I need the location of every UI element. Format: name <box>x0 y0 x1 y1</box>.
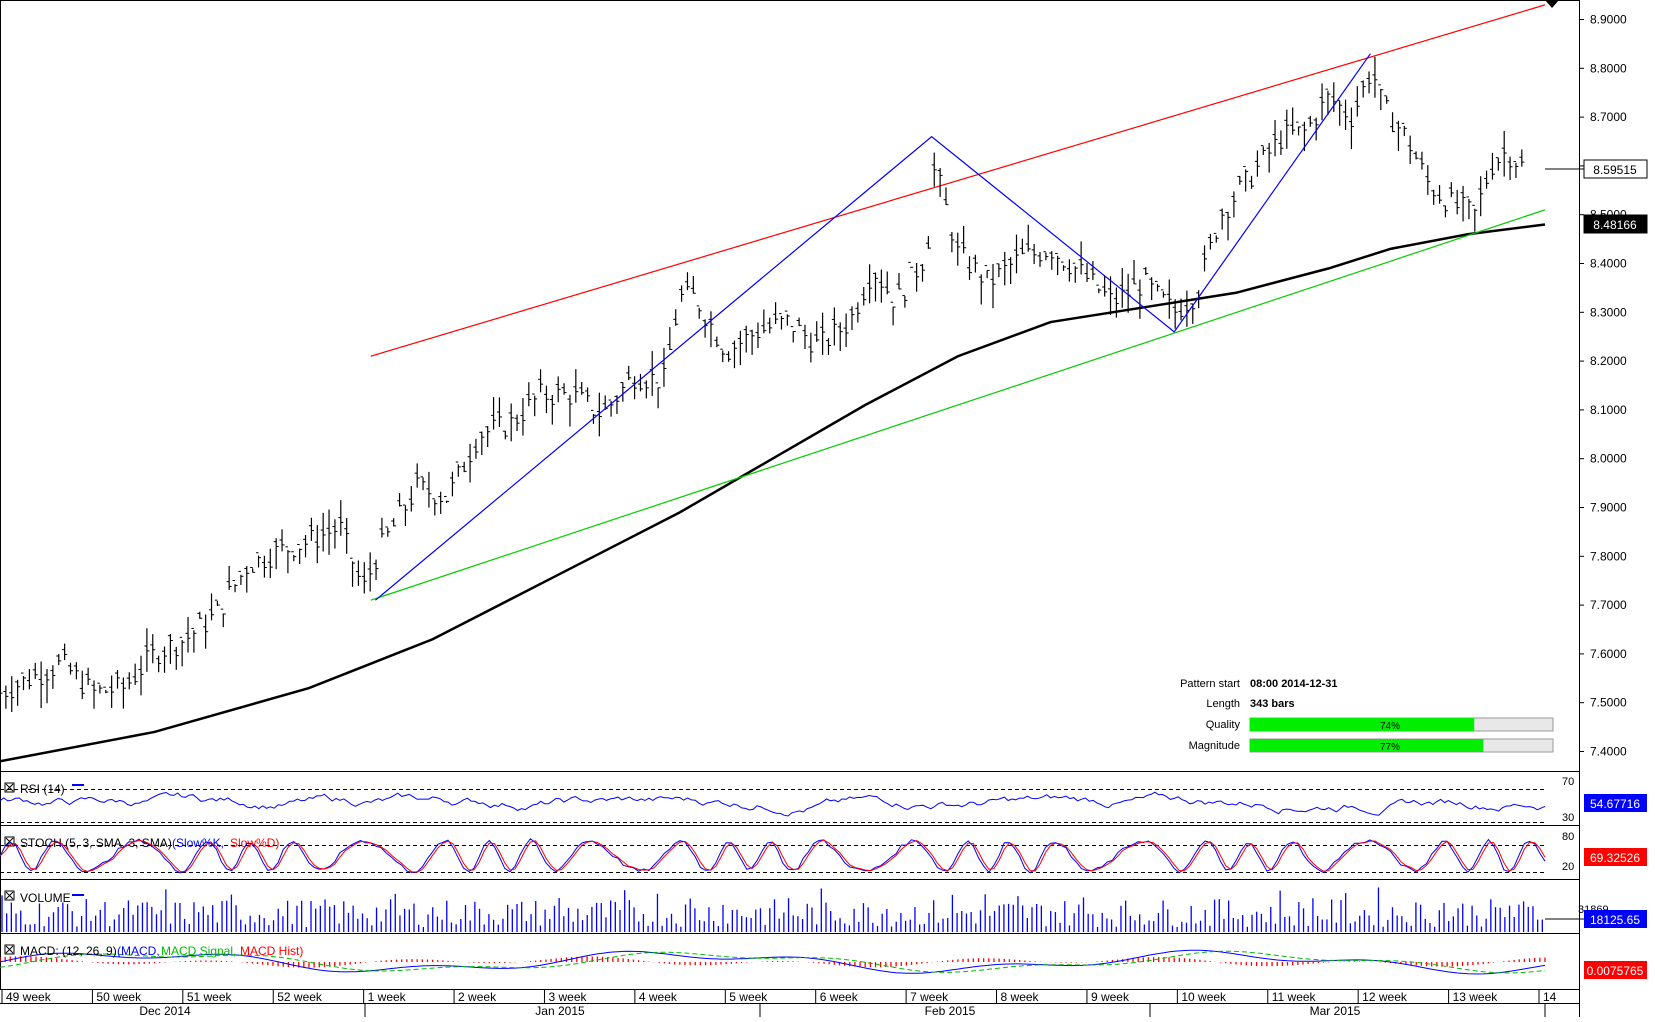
magnitude-value: 77% <box>1380 742 1400 753</box>
y-tick-label: 8.8000 <box>1590 61 1627 75</box>
y-tick-label: 8.2000 <box>1590 354 1627 368</box>
zigzag-pattern-line <box>375 53 1371 601</box>
macd-signal-line <box>0 950 1546 974</box>
macd-legend-hist: MACD Hist) <box>240 944 303 958</box>
support-line <box>370 209 1546 601</box>
y-tick-label: 7.9000 <box>1590 500 1627 514</box>
pattern-info: Pattern start 08:00 2014-12-31 Length 34… <box>1180 678 1554 753</box>
volume-title: VOLUME <box>20 891 71 905</box>
rsi-panel-frame <box>0 771 1580 826</box>
length-label: Length <box>1206 698 1240 710</box>
week-label: 9 week <box>1091 990 1130 1004</box>
magnitude-label: Magnitude <box>1189 740 1240 752</box>
y-tick-label: 8.3000 <box>1590 305 1627 319</box>
stoch-level-80: 80 <box>1562 831 1574 843</box>
length-value: 343 bars <box>1250 698 1295 710</box>
week-label: 4 week <box>639 990 678 1004</box>
quality-value: 74% <box>1380 721 1400 732</box>
y-tick-label: 8.0000 <box>1590 452 1627 466</box>
week-label: 3 week <box>548 990 587 1004</box>
month-label: Dec 2014 <box>139 1004 191 1017</box>
rsi-line <box>0 791 1546 817</box>
week-label: 1 week <box>368 990 407 1004</box>
price-bars <box>0 56 1525 713</box>
week-label: 6 week <box>820 990 859 1004</box>
macd-line <box>0 949 1546 975</box>
resistance-line <box>370 4 1546 357</box>
week-label: 50 week <box>96 990 142 1004</box>
stoch-title: STOCH (5, 3, SMA, 3, SMA) <box>20 836 172 850</box>
ma-value: 8.48166 <box>1593 218 1637 232</box>
week-label: 7 week <box>910 990 949 1004</box>
y-tick-label: 7.7000 <box>1590 598 1627 612</box>
week-label: 49 week <box>6 990 52 1004</box>
quality-label: Quality <box>1206 719 1241 731</box>
macd-legend-macd: (MACD, <box>117 944 160 958</box>
volume-bars <box>1 887 1584 932</box>
week-label: 51 week <box>187 990 233 1004</box>
corner-marker-icon <box>1545 0 1559 8</box>
volume-panel: VOLUME 31869 18125.65 <box>1 887 1647 932</box>
week-label: 14 <box>1543 990 1557 1004</box>
pattern-start-value: 08:00 2014-12-31 <box>1250 678 1337 690</box>
rsi-level-70: 70 <box>1562 776 1574 788</box>
macd-value: 0.0075765 <box>1587 964 1644 978</box>
y-tick-label: 7.4000 <box>1590 744 1627 758</box>
y-tick-label: 7.8000 <box>1590 549 1627 563</box>
quality-bar-fill <box>1250 718 1475 731</box>
volume-value: 18125.65 <box>1590 913 1640 927</box>
week-label: 5 week <box>729 990 768 1004</box>
month-label: Feb 2015 <box>925 1004 976 1017</box>
stoch-level-20: 20 <box>1562 861 1574 873</box>
stoch-legend-d: Slow%D) <box>230 836 279 850</box>
stoch-d-line <box>0 839 1546 873</box>
stoch-value: 69.32526 <box>1590 851 1640 865</box>
volume-panel-frame <box>0 879 1580 934</box>
rsi-panel: RSI (14) 70 30 54.67716 <box>0 776 1647 824</box>
x-axis: 49 week 50 week 51 week 52 week 1 week 2 week… <box>0 990 1579 1018</box>
macd-legend-signal: MACD Signal, <box>161 944 236 958</box>
month-label: Jan 2015 <box>535 1004 585 1017</box>
month-label: Mar 2015 <box>1310 1004 1361 1017</box>
macd-panel: MACD: (12, 26, 9) (MACD, MACD Signal, MA… <box>0 944 1647 979</box>
week-label: 8 week <box>1001 990 1040 1004</box>
last-price-value: 8.59515 <box>1593 163 1637 177</box>
y-tick-label: 8.9000 <box>1590 13 1627 27</box>
main-plot <box>0 4 1546 763</box>
rsi-value: 54.67716 <box>1590 797 1640 811</box>
stoch-panel: STOCH (5, 3, SMA, 3, SMA) (Slow%K, Slow%… <box>0 831 1647 874</box>
y-tick-label: 8.4000 <box>1590 257 1627 271</box>
stoch-legend-k: (Slow%K, <box>172 836 224 850</box>
rsi-level-30: 30 <box>1562 812 1574 824</box>
y-tick-label: 7.5000 <box>1590 696 1627 710</box>
y-tick-label: 8.7000 <box>1590 110 1627 124</box>
macd-panel-frame <box>0 933 1580 990</box>
week-label: 10 week <box>1181 990 1227 1004</box>
week-label: 11 week <box>1272 990 1317 1004</box>
macd-title: MACD: (12, 26, 9) <box>20 944 117 958</box>
pattern-start-label: Pattern start <box>1180 678 1240 690</box>
price-panel-frame <box>0 0 1580 772</box>
y-tick-label: 8.1000 <box>1590 403 1627 417</box>
stoch-panel-frame <box>0 825 1580 880</box>
week-label: 13 week <box>1453 990 1499 1004</box>
moving-average-line <box>0 223 1546 763</box>
ma-value-label: 8.48166 <box>1583 214 1648 234</box>
week-label: 52 week <box>277 990 323 1004</box>
last-price-label: 8.59515 <box>1545 159 1648 179</box>
week-label: 2 week <box>458 990 497 1004</box>
y-tick-label: 7.6000 <box>1590 647 1627 661</box>
week-label: 12 week <box>1362 990 1408 1004</box>
y-axis: 8.90008.80008.70008.60008.50008.40008.30… <box>1579 13 1627 758</box>
magnitude-bar-fill <box>1250 739 1484 752</box>
